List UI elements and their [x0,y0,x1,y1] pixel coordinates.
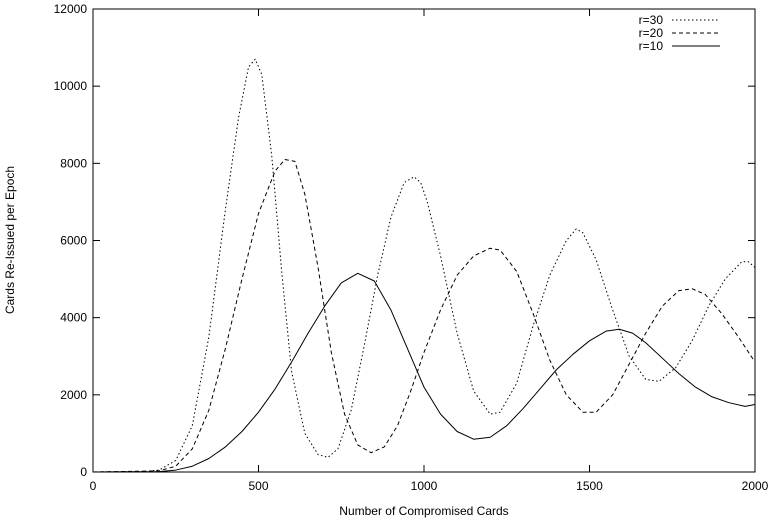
y-tick-label: 10000 [54,79,88,93]
series-line-r10 [92,272,756,473]
series-line-r20 [92,158,756,473]
y-axis-label: Cards Re-Issued per Epoch [3,166,17,314]
x-tick-label: 1500 [576,479,603,493]
x-tick-label: 1000 [411,479,438,493]
legend-label: r=20 [639,26,664,40]
plot-frame [92,8,756,473]
y-tick-label: 2000 [60,388,87,402]
series-layer [92,58,756,473]
x-axis-label: Number of Compromised Cards [339,504,508,518]
y-tick-label: 0 [80,465,87,479]
legend: r=30r=20r=10 [639,13,720,53]
axis-ticks: 0 500 1000 1500 2000 0 2000 4000 6000 8000 10000 12… [54,2,769,493]
y-tick-label: 12000 [54,2,88,16]
y-tick-label: 8000 [60,156,87,170]
x-tick-label: 0 [90,479,97,493]
x-tick-label: 2000 [742,479,769,493]
x-tick-label: 500 [248,479,268,493]
legend-label: r=30 [639,13,664,27]
y-tick-label: 6000 [60,234,87,248]
legend-label: r=10 [639,39,664,53]
y-tick-label: 4000 [60,311,87,325]
series-line-r30 [92,58,756,473]
